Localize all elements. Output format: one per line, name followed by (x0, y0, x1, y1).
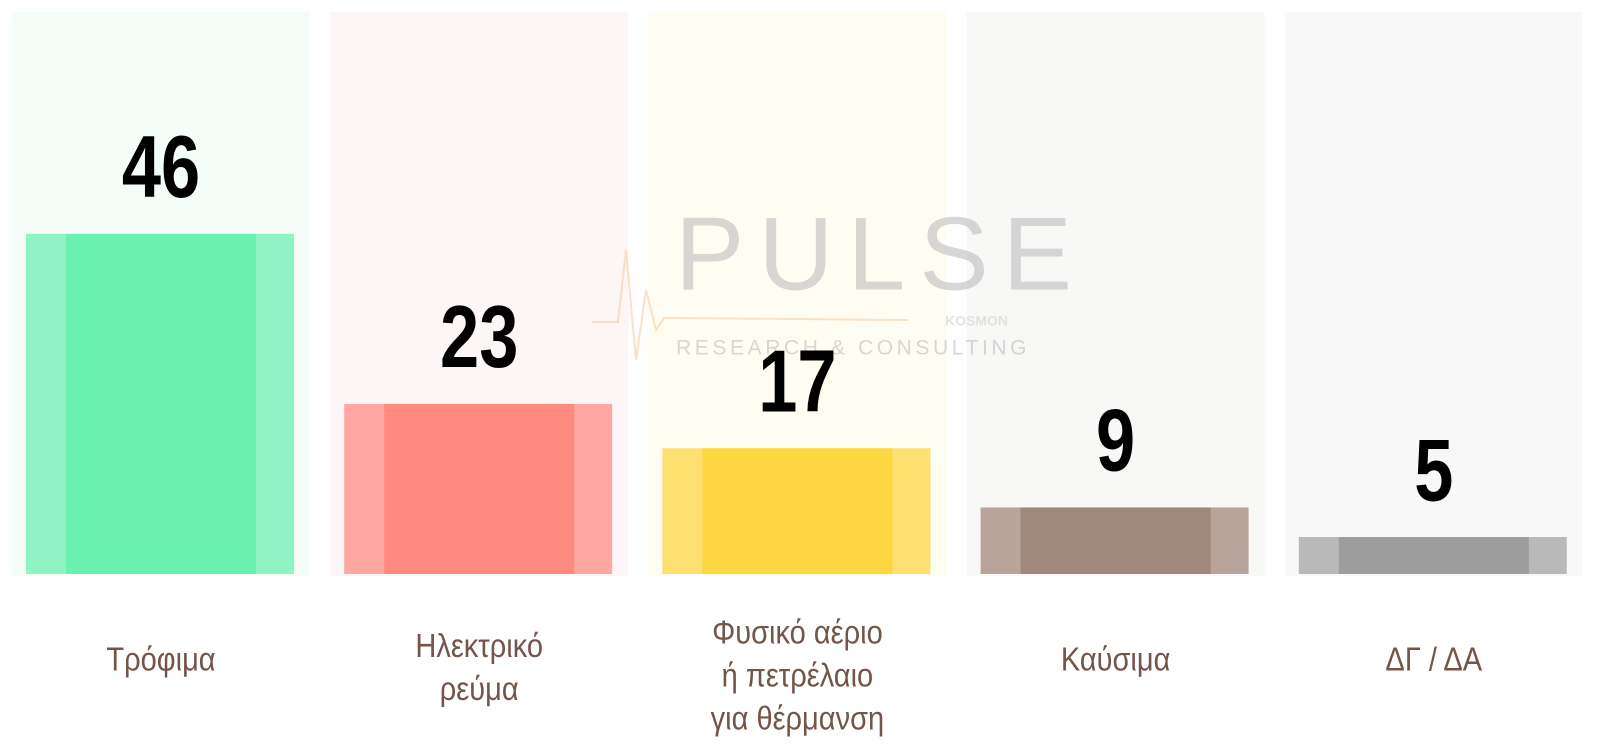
bar-core (384, 403, 575, 574)
watermark-pulse-line (592, 249, 909, 361)
labels: 46 Τρόφιμα 23 Ηλεκτρικό ρεύμα 17 Φυσικό αέριο ή… (106, 118, 1482, 738)
bar-group (344, 403, 613, 574)
category-label: ή πετρέλαιο (722, 657, 874, 694)
value-label: 9 (1096, 391, 1135, 489)
bar-group (662, 448, 931, 574)
category-label: Τρόφιμα (106, 641, 215, 678)
category-label: ρεύμα (440, 670, 519, 707)
watermark-brand: PULSE (675, 196, 1086, 312)
panel (966, 12, 1265, 576)
value-label: 46 (122, 118, 200, 216)
bar-core (702, 448, 893, 574)
bar-core (1020, 507, 1211, 574)
bar-group (980, 507, 1249, 574)
value-label: 5 (1414, 421, 1453, 519)
bar-core (1338, 537, 1529, 574)
watermark-tagline: RESEARCH & CONSULTING (676, 337, 1030, 360)
bar-group (26, 233, 294, 574)
watermark-partner: KOSMON (945, 313, 1008, 329)
category-label: Ηλεκτρικό (415, 627, 543, 664)
category-label: ΔΓ / ΔΑ (1385, 641, 1482, 678)
panels (12, 12, 1583, 576)
bar-core (66, 233, 256, 574)
value-label: 23 (440, 288, 518, 386)
category-label: Καύσιμα (1061, 641, 1171, 678)
bars (26, 233, 1567, 574)
category-label: για θέρμανση (711, 700, 885, 737)
category-label: Φυσικό αέριο (712, 614, 883, 651)
value-label: 17 (758, 332, 836, 430)
watermark: PULSE KOSMON RESEARCH & CONSULTING (592, 196, 1086, 361)
panel (1284, 12, 1583, 576)
bar-group (1298, 537, 1567, 574)
